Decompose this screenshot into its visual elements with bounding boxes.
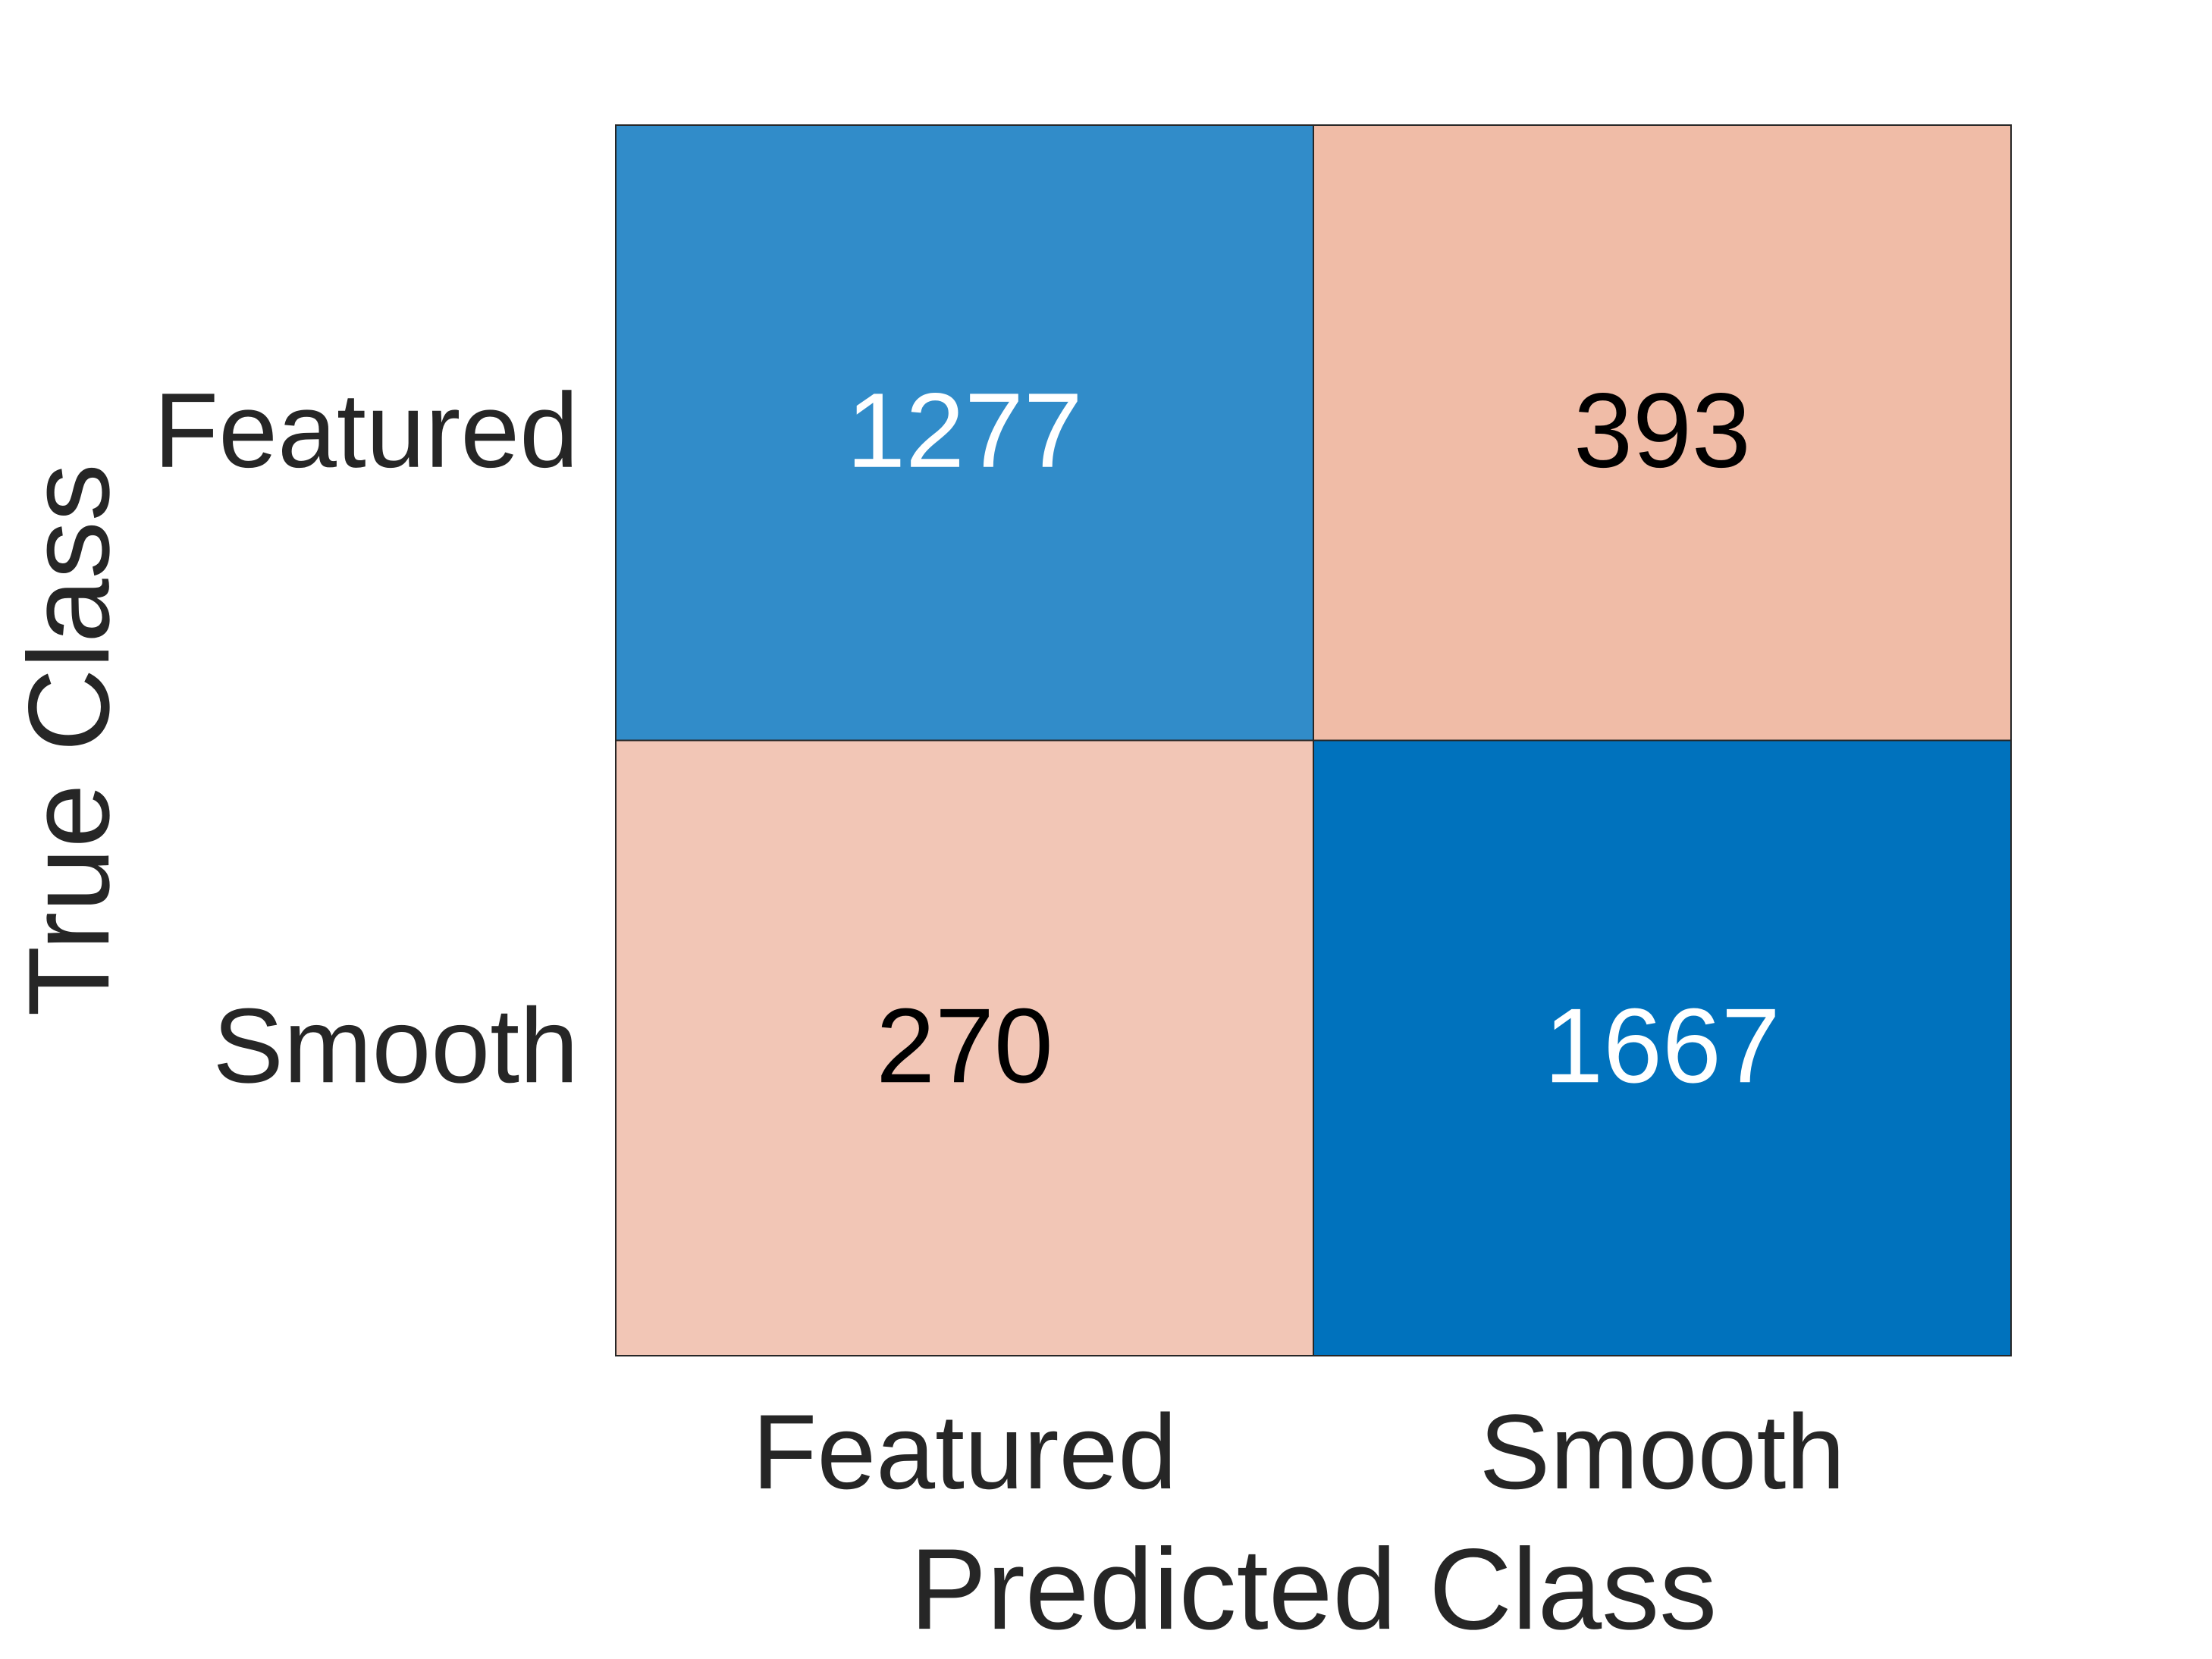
cell xyxy=(1313,739,2012,1356)
cell xyxy=(615,739,1314,1356)
cell xyxy=(615,124,1314,742)
y-tick-label: Featured xyxy=(154,371,579,490)
x-axis-title: Predicted Class xyxy=(910,1525,1717,1654)
cell-value: 1277 xyxy=(846,371,1082,490)
x-tick-label: Featured xyxy=(752,1392,1177,1511)
cell-value: 1667 xyxy=(1544,986,1780,1105)
x-tick-label: Smooth xyxy=(1479,1392,1845,1511)
y-tick-label: Smooth xyxy=(213,986,579,1105)
y-axis-title: True Class xyxy=(5,463,133,1016)
cell-value: 393 xyxy=(1574,371,1751,490)
cell xyxy=(1313,124,2012,742)
cell-value: 270 xyxy=(876,986,1053,1105)
